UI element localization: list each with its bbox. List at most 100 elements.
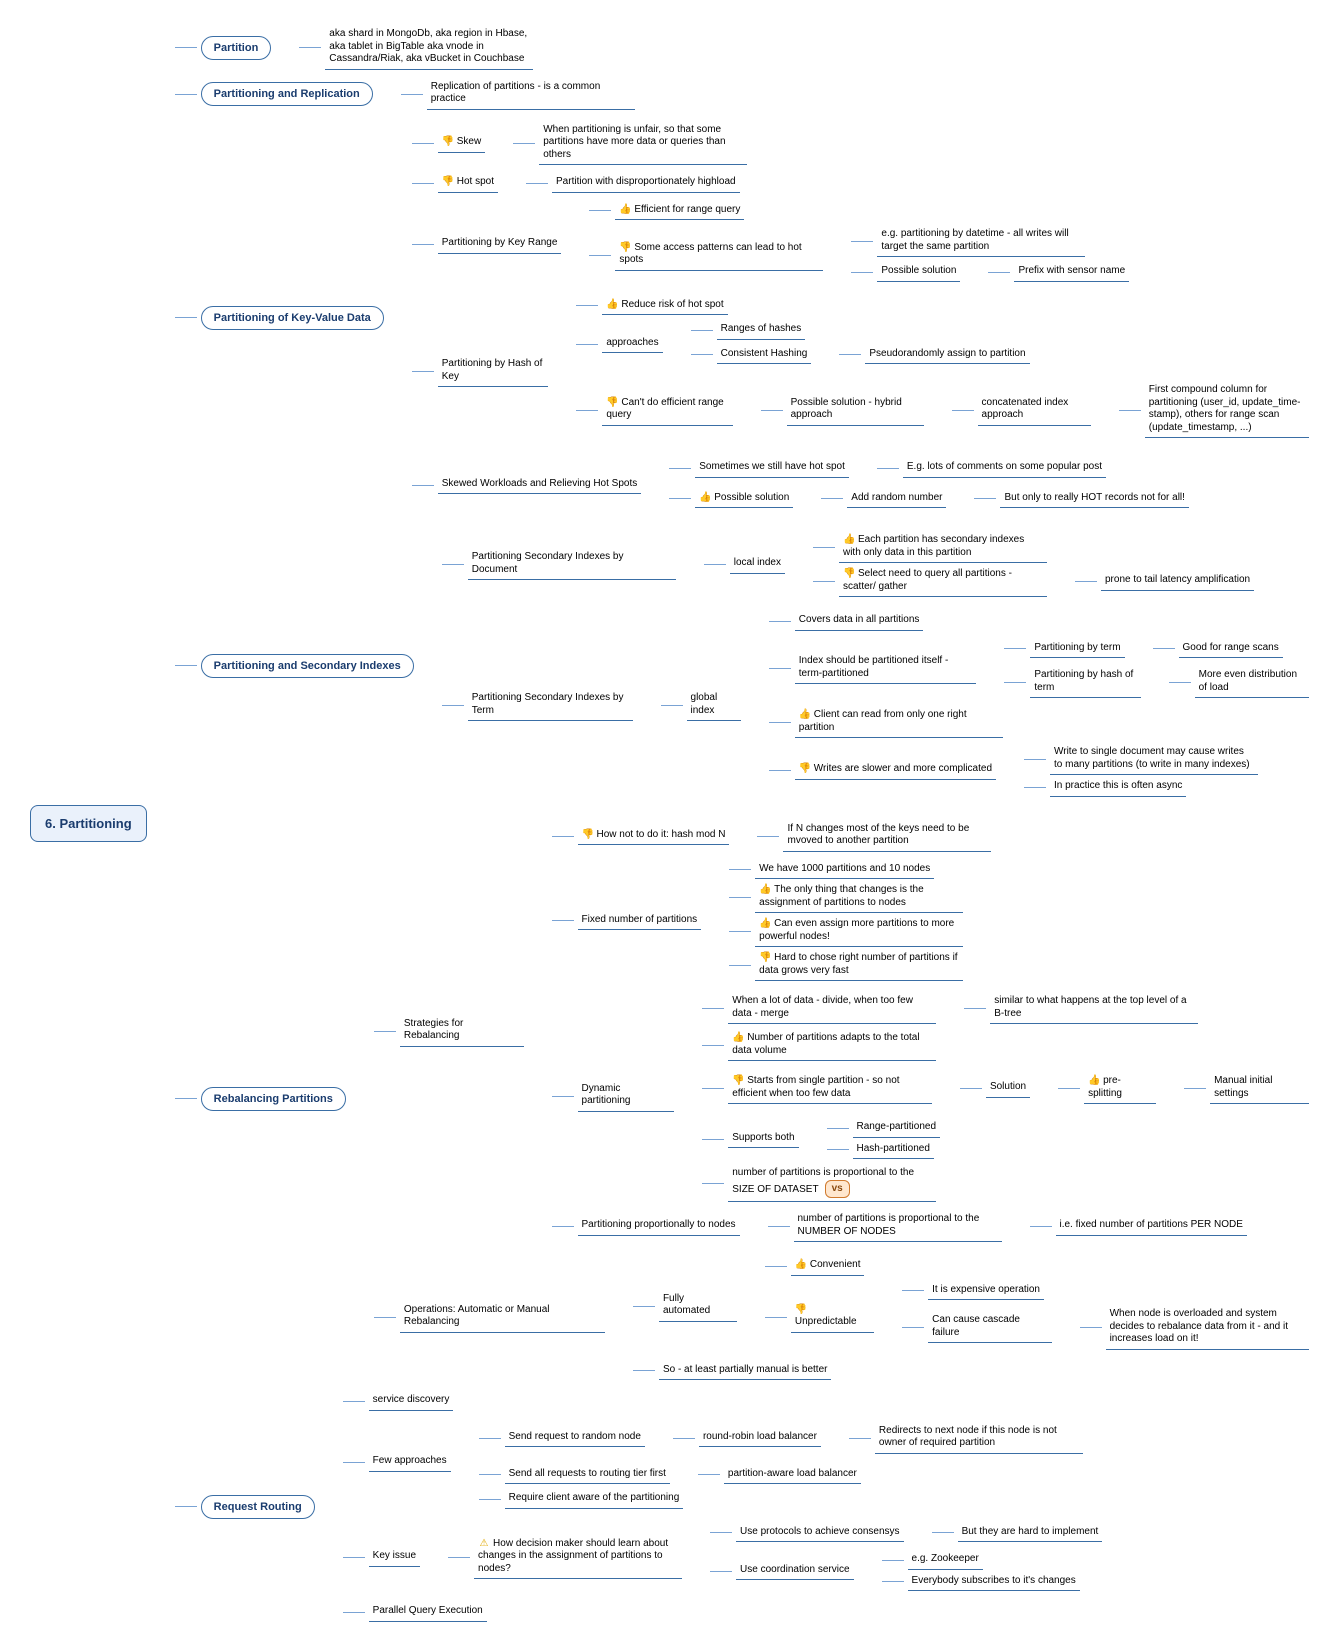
- node-wrap: e.g. partitioning by datetime - all writ…: [877, 226, 1085, 257]
- node-wrap: Partitioning Secondary Indexes by Docume…: [468, 549, 676, 580]
- mindmap-node: Operations: Automatic or Manual Rebalanc…: [374, 1251, 1309, 1383]
- node-wrap: Partitioning Secondary Indexes by Term: [468, 690, 633, 721]
- mindmap-node: Can cause cascade failureWhen node is ov…: [902, 1303, 1309, 1353]
- mindmap-node: 👎Writes are slower and more complicatedW…: [769, 741, 1309, 800]
- node-wrap: Use protocols to achieve consensys: [736, 1524, 904, 1543]
- mindmap-node: Redirects to next node if this node is n…: [849, 1423, 1083, 1454]
- node-text: Rebalancing Partitions: [214, 1093, 333, 1105]
- mindmap-node: When node is overloaded and system decid…: [1080, 1306, 1309, 1350]
- topic-label: Fixed number of partitions: [578, 912, 702, 931]
- mindmap-node: 👎Hot spotPartition with disproportionate…: [412, 171, 1309, 196]
- topic-bubble[interactable]: Rebalancing Partitions: [201, 1087, 346, 1111]
- node-wrap: 👎Can't do efficient range query: [602, 395, 732, 426]
- topic-label: 👍Number of partitions adapts to the tota…: [728, 1030, 936, 1061]
- topic-label: 👍Can even assign more partitions to more…: [755, 916, 963, 947]
- node-wrap: Pseudorandomly assign to partition: [865, 346, 1029, 365]
- node-wrap: Require client aware of the partitioning: [505, 1490, 684, 1509]
- topic-label: 👍Possible solution: [695, 490, 793, 509]
- children-list: It is expensive operation Can cause casca…: [874, 1279, 1309, 1356]
- node-wrap: Operations: Automatic or Manual Rebalanc…: [400, 1302, 605, 1333]
- node-wrap: 👍Client can read from only one right par…: [795, 707, 1003, 738]
- node-wrap: Use coordination service: [736, 1562, 854, 1581]
- mindmap-node: 👍Each partition has secondary indexes wi…: [813, 532, 1254, 563]
- node-wrap: 👎How not to do it: hash mod N: [578, 827, 730, 846]
- topic-bubble[interactable]: Partition: [201, 36, 272, 60]
- topic-label: local index: [730, 555, 785, 574]
- node-wrap: 👍Convenient: [791, 1257, 865, 1276]
- children-list: 👍pre-splittingManual initial settings: [1030, 1067, 1309, 1110]
- mindmap-node: Use protocols to achieve consensysBut th…: [710, 1521, 1102, 1546]
- topic-bubble[interactable]: Request Routing: [201, 1495, 315, 1519]
- mindmap-node: But only to really HOT records not for a…: [974, 490, 1188, 509]
- thumbs-up-icon: 👍: [759, 884, 771, 897]
- mindmap-node: Partitioning Secondary Indexes by Docume…: [442, 526, 1309, 603]
- topic-label: Write to single document may cause write…: [1050, 744, 1258, 775]
- thumbs-up-icon: 👍: [732, 1032, 744, 1045]
- mindmap-node: Fixed number of partitions We have 1000 p…: [552, 858, 1309, 985]
- node-text: Possible solution: [714, 492, 789, 503]
- topic-label: 👎Can't do efficient range query: [602, 395, 732, 426]
- children-list: E.g. lots of comments on some popular po…: [849, 456, 1106, 481]
- node-wrap: 👍Reduce risk of hot spot: [602, 297, 727, 316]
- topic-label: 👎How not to do it: hash mod N: [578, 827, 730, 846]
- node-wrap: Skewed Workloads and Relieving Hot Spots: [438, 476, 641, 495]
- topic-label: Index should be partitioned itself - ter…: [795, 653, 977, 684]
- mindmap-node: local index 👍Each partition has secondary…: [704, 529, 1254, 600]
- node-text: When a lot of data - divide, when too fe…: [732, 995, 913, 1019]
- topic-label: Use coordination service: [736, 1562, 854, 1581]
- mindmap-node: service discovery: [343, 1392, 1103, 1411]
- children-list: e.g. ZookeeperEverybody subscribes to it…: [854, 1548, 1080, 1594]
- node-text: Skewed Workloads and Relieving Hot Spots: [442, 478, 637, 489]
- mindmap-node: Good for range scans: [1153, 640, 1283, 659]
- mindmap-node: We have 1000 partitions and 10 nodes: [729, 861, 963, 880]
- node-wrap: Partitioning by hash of term: [1030, 667, 1140, 698]
- children-list: But only to really HOT records not for a…: [946, 487, 1188, 512]
- topic-label: e.g. Zookeeper: [908, 1551, 983, 1570]
- node-text: Send all requests to routing tier first: [509, 1468, 666, 1479]
- node-wrap: Write to single document may cause write…: [1050, 744, 1258, 775]
- root-node[interactable]: 6. Partitioning: [30, 805, 147, 842]
- mindmap-node: number of partitions is proportional to …: [702, 1165, 1309, 1202]
- topic-bubble[interactable]: Partitioning and Replication: [201, 82, 373, 106]
- node-wrap: prone to tail latency amplification: [1101, 572, 1254, 591]
- node-text: Range-partitioned: [857, 1121, 937, 1132]
- topic-label: Ranges of hashes: [717, 321, 806, 340]
- children-list: Send request to random noderound-robin l…: [451, 1414, 1083, 1512]
- mindmap-node: Partitioning Secondary Indexes by Term gl…: [442, 606, 1309, 806]
- children-list: When node is overloaded and system decid…: [1052, 1303, 1309, 1353]
- node-wrap: Possible solution - hybrid approach: [787, 395, 924, 426]
- children-list: 👍Convenient👎UnpredictableIt is expensive…: [737, 1254, 1309, 1359]
- children-list: 👎How not to do it: hash mod NIf N change…: [524, 815, 1309, 1249]
- node-text: Hot spot: [457, 176, 494, 187]
- node-text: Possible solution - hybrid approach: [791, 397, 902, 421]
- mindmap-node: round-robin load balancer Redirects to ne…: [673, 1420, 1083, 1457]
- mindmap-node: Replication of partitions - is a common …: [401, 79, 635, 110]
- node-wrap: It is expensive operation: [928, 1282, 1044, 1301]
- mindmap-node: Partitioning proportionally to nodesnumb…: [552, 1208, 1309, 1245]
- node-text: Partition: [214, 42, 259, 54]
- node-wrap: In practice this is often async: [1050, 778, 1186, 797]
- topic-label: 👍Efficient for range query: [615, 202, 744, 221]
- node-text: partition-aware load balancer: [728, 1468, 857, 1479]
- node-wrap: Send all requests to routing tier first: [505, 1466, 670, 1485]
- node-text: Unpredictable: [795, 1316, 857, 1327]
- node-wrap: round-robin load balancer: [699, 1429, 821, 1448]
- node-wrap: 👍Can even assign more partitions to more…: [755, 916, 963, 947]
- children-list: ⚠How decision maker should learn about c…: [420, 1515, 1102, 1601]
- node-wrap: Replication of partitions - is a common …: [427, 79, 635, 110]
- topic-label: When node is overloaded and system decid…: [1106, 1306, 1309, 1350]
- mindmap-node: partition-aware load balancer: [698, 1466, 861, 1485]
- node-text: Can even assign more partitions to more …: [759, 918, 954, 942]
- topic-bubble[interactable]: Partitioning of Key-Value Data: [201, 306, 384, 330]
- node-wrap: Sometimes we still have hot spot: [695, 459, 849, 478]
- topic-bubble[interactable]: Partitioning and Secondary Indexes: [201, 654, 414, 678]
- mindmap-node: 👎Hard to chose right number of partition…: [729, 950, 963, 981]
- mindmap-node: number of partitions is proportional to …: [768, 1211, 1247, 1242]
- node-wrap: Supports both: [728, 1130, 798, 1149]
- node-text: Replication of partitions - is a common …: [431, 81, 601, 105]
- mindmap-node: Rebalancing PartitionsStrategies for Reb…: [175, 812, 1309, 1387]
- mindmap-node: approachesRanges of hashesConsistent Has…: [576, 318, 1309, 370]
- node-text: global index: [691, 692, 718, 716]
- node-wrap: So - at least partially manual is better: [659, 1362, 832, 1381]
- topic-label: Use protocols to achieve consensys: [736, 1524, 904, 1543]
